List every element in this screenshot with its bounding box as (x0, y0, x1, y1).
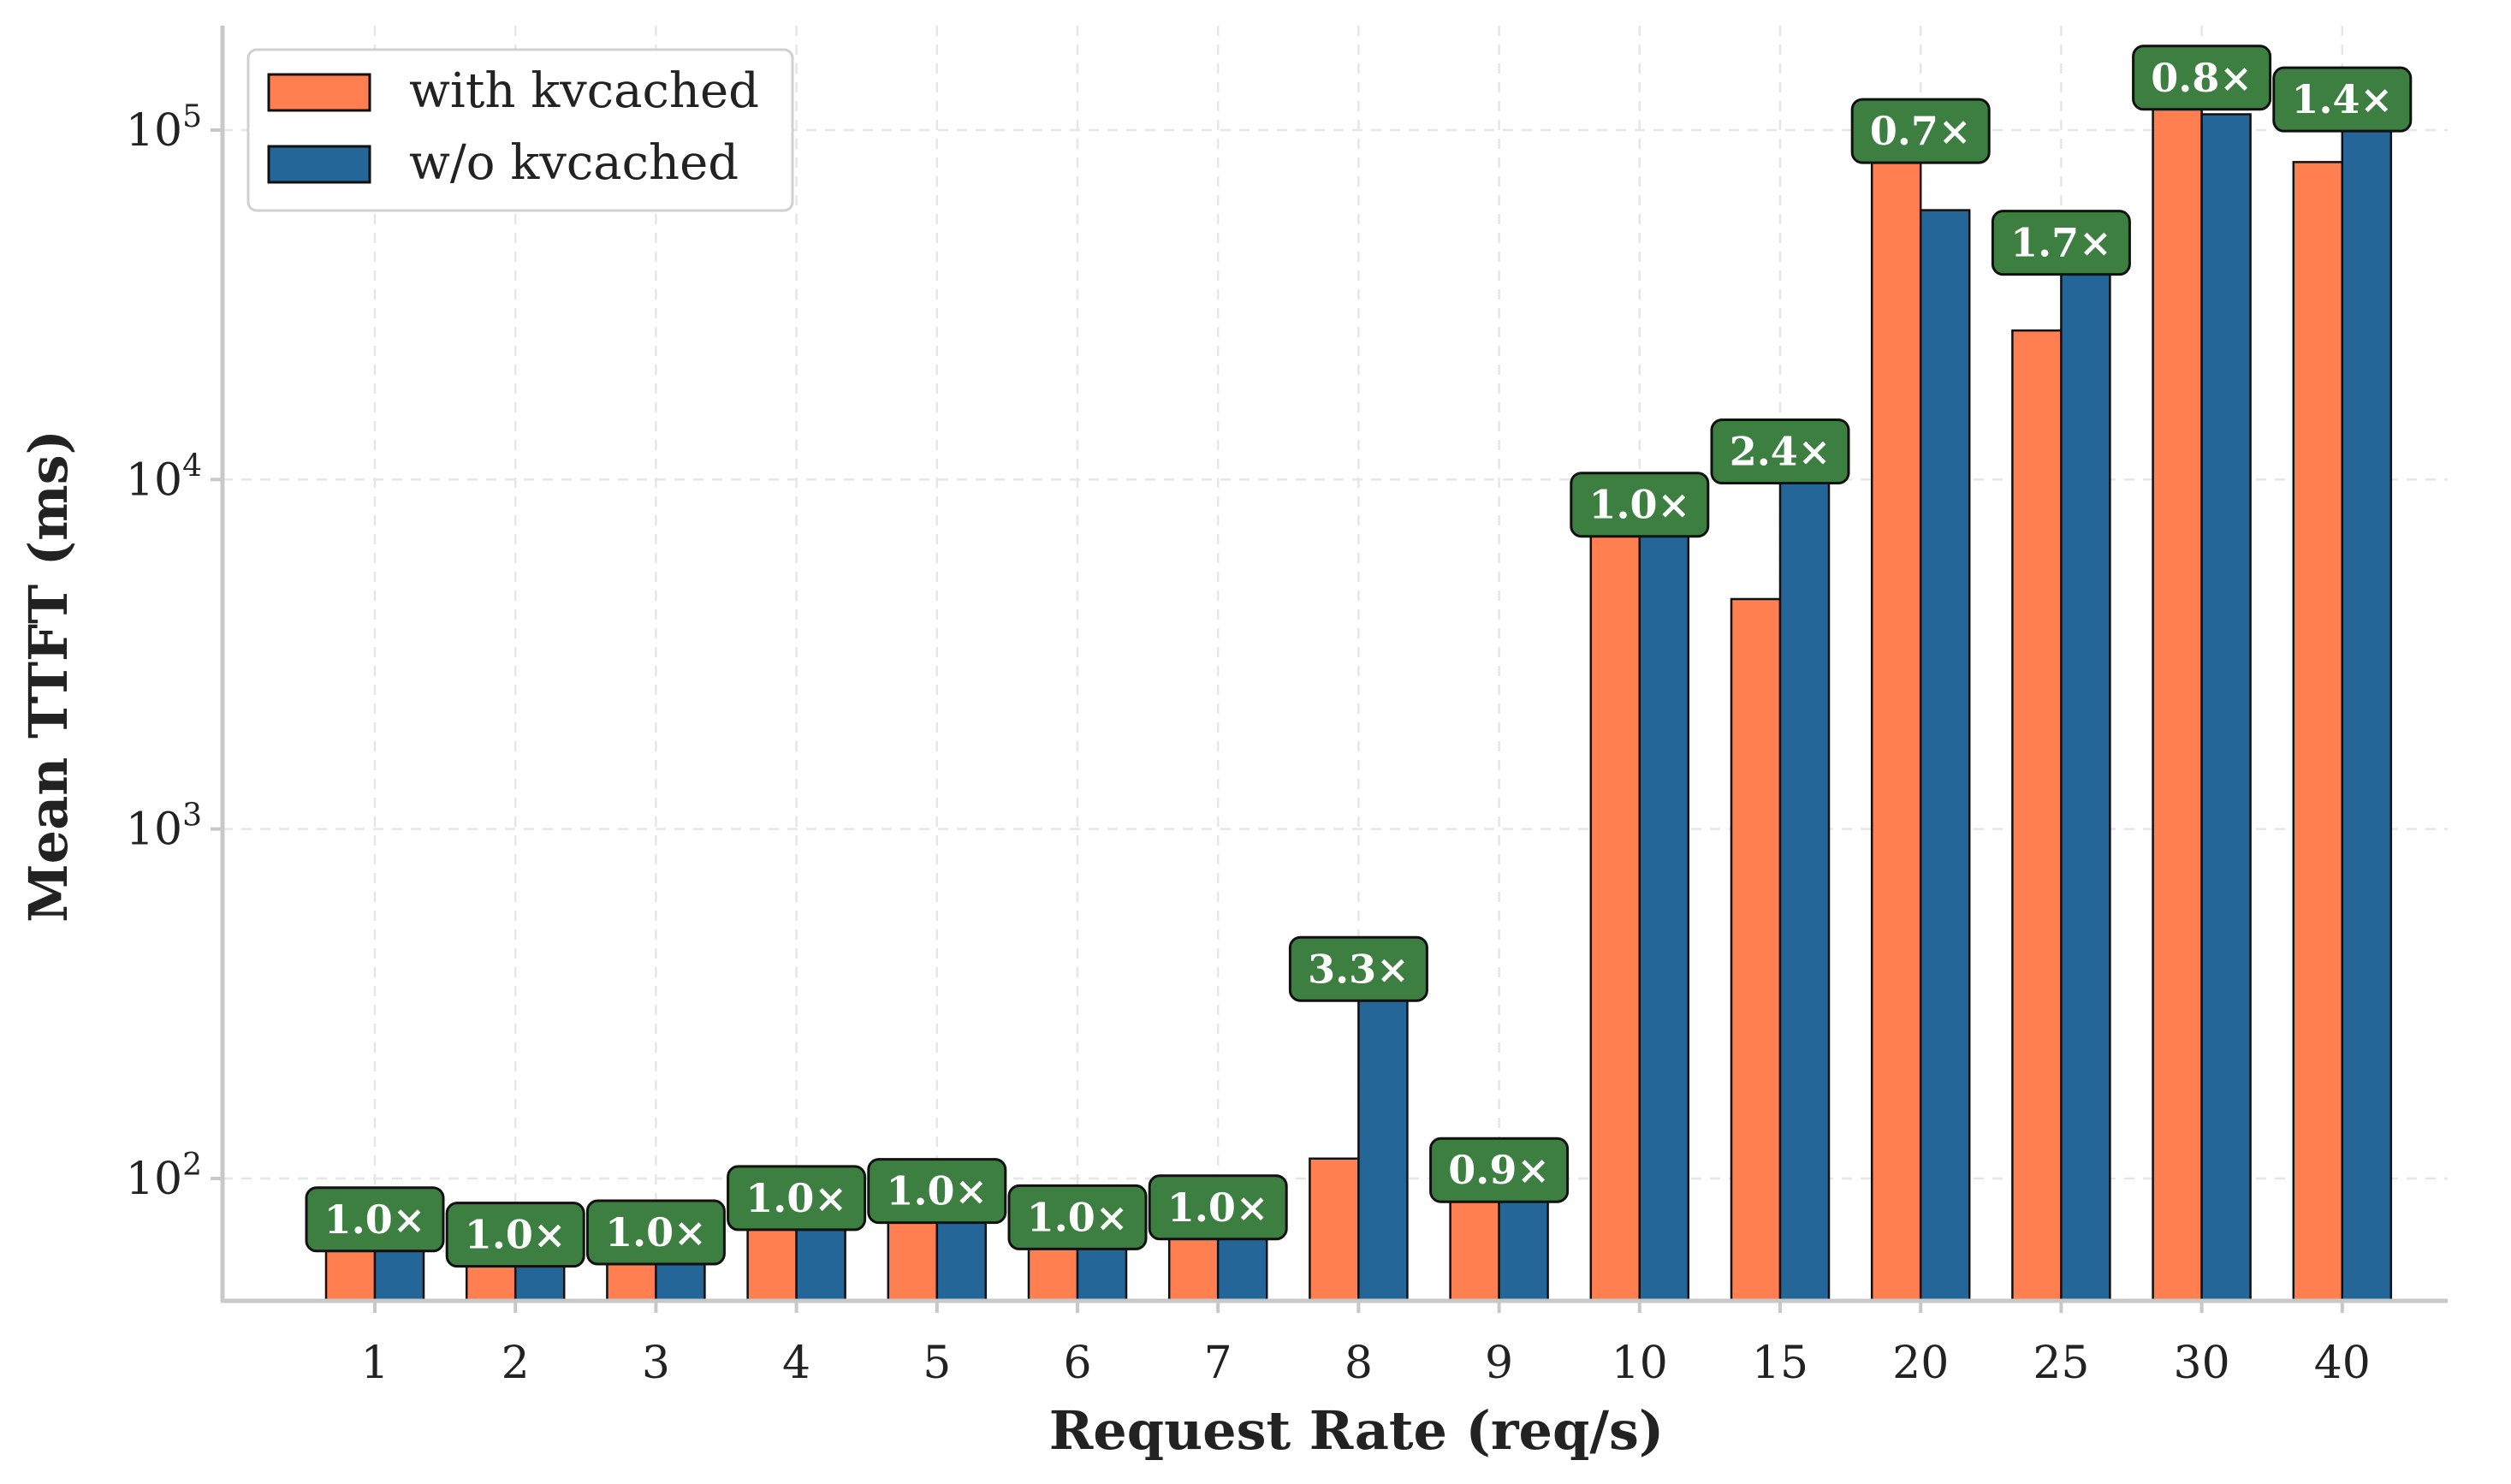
speedup-badge-box (1429, 1137, 1570, 1203)
x-tick-label: 10 (1612, 1338, 1668, 1389)
speedup-label: 1.0× (887, 1168, 988, 1214)
speedup-label: 1.7× (2010, 220, 2112, 266)
speedup-label: 3.3× (1308, 946, 1410, 992)
speedup-label: 0.7× (1870, 108, 1972, 154)
bar-w-o-kvcached-15 (1778, 457, 1831, 1303)
bar-w-o-kvcached-25 (2060, 248, 2111, 1303)
speedup-badge-box (2272, 66, 2413, 133)
x-tick-label: 4 (782, 1338, 810, 1389)
x-axis-title: Request Rate (req/s) (1049, 1399, 1664, 1462)
x-tick-label: 8 (1345, 1338, 1373, 1389)
speedup-badge-box (1710, 418, 1850, 485)
x-tick-label: 3 (642, 1338, 670, 1389)
speedup-badge-4: 1.0× (727, 1165, 867, 1232)
speedup-badge-40: 1.4× (2272, 66, 2413, 133)
speedup-badge-box (727, 1165, 867, 1232)
bar-with-kvcached-15 (1730, 597, 1782, 1303)
speedup-badge-box (585, 1199, 726, 1266)
speedup-label: 1.4× (2292, 76, 2394, 122)
x-tick-label: 9 (1485, 1338, 1513, 1389)
speedup-label: 1.0× (1167, 1184, 1269, 1231)
speedup-label: 1.0× (324, 1196, 426, 1243)
bar-w-o-kvcached-10 (1638, 518, 1690, 1303)
legend-label-wo-kvcached: w/o kvcached (409, 135, 739, 191)
x-tick-label: 25 (2033, 1338, 2089, 1389)
speedup-badge-box (1007, 1184, 1148, 1250)
x-tick-label: 20 (1892, 1338, 1949, 1389)
y-tick-label: 104 (126, 448, 202, 506)
speedup-label: 1.0× (1027, 1194, 1129, 1240)
legend-frame (246, 48, 794, 212)
bar-w-o-kvcached-9 (1498, 1195, 1549, 1303)
legend: with kvcached w/o kvcached (246, 48, 794, 212)
y-tick-label: 102 (126, 1148, 202, 1205)
speedup-badge-9: 0.9× (1429, 1137, 1570, 1203)
bar-with-kvcached-20 (1870, 136, 1922, 1303)
speedup-badge-box (305, 1186, 445, 1253)
speedup-badge-10: 1.0× (1570, 472, 1710, 538)
speedup-badge-1: 1.0× (305, 1186, 445, 1253)
legend-swatch-with-kvcached (267, 73, 371, 112)
speedup-badge-box (2132, 45, 2272, 111)
speedup-label: 1.0× (605, 1209, 707, 1255)
bars (324, 83, 2393, 1303)
x-tick-label: 7 (1204, 1338, 1232, 1389)
speedup-badge-15: 2.4× (1710, 418, 1850, 485)
bar-w-o-kvcached-30 (2200, 113, 2252, 1303)
bar-w-o-kvcached-20 (1919, 209, 1971, 1303)
y-axis-title: Mean TTFT (ms) (17, 430, 80, 923)
x-tick-label: 6 (1063, 1338, 1091, 1389)
x-tick-label: 5 (923, 1338, 951, 1389)
speedup-badge-7: 1.0× (1148, 1174, 1288, 1241)
speedup-badge-5: 1.0× (867, 1158, 1007, 1225)
y-tick-label: 105 (126, 99, 202, 157)
speedup-badge-box (1850, 98, 1991, 164)
bar-w-o-kvcached-40 (2341, 104, 2393, 1303)
bar-with-kvcached-30 (2152, 83, 2203, 1303)
bar-w-o-kvcached-8 (1357, 975, 1409, 1303)
speedup-badge-30: 0.8× (2132, 45, 2272, 111)
speedup-badge-8: 3.3× (1288, 935, 1428, 1002)
speedup-badge-2: 1.0× (445, 1202, 585, 1268)
speedup-label: 1.0× (745, 1175, 847, 1221)
legend-label-with-kvcached: with kvcached (409, 63, 759, 119)
x-tick-label: 40 (2314, 1338, 2371, 1389)
speedup-badge-25: 1.7× (1991, 210, 2131, 276)
speedup-badge-6: 1.0× (1007, 1184, 1148, 1250)
speedup-badge-3: 1.0× (585, 1199, 726, 1266)
speedup-label: 1.0× (465, 1212, 567, 1258)
legend-swatch-wo-kvcached (267, 145, 371, 184)
bar-with-kvcached-40 (2292, 161, 2344, 1303)
speedup-badge-box (445, 1202, 585, 1268)
speedup-label: 0.9× (1448, 1147, 1550, 1193)
speedup-badge-box (1148, 1174, 1288, 1241)
speedup-badge-box (1288, 935, 1428, 1002)
bar-with-kvcached-8 (1309, 1157, 1360, 1303)
speedup-badge-box (867, 1158, 1007, 1225)
bar-with-kvcached-10 (1589, 510, 1641, 1303)
speedup-label: 0.8× (2151, 55, 2253, 101)
speedup-badge-box (1570, 472, 1710, 538)
y-tick-label: 103 (126, 798, 202, 856)
axes (220, 26, 2448, 1303)
x-tick-label: 1 (360, 1338, 389, 1389)
x-tick-label: 15 (1752, 1338, 1808, 1389)
speedup-label: 1.0× (1589, 482, 1691, 528)
y-ticks: 102 103 104 105 (126, 99, 223, 1205)
speedup-badge-20: 0.7× (1850, 98, 1991, 164)
x-tick-label: 30 (2174, 1338, 2230, 1389)
x-tick-label: 2 (502, 1338, 530, 1389)
speedup-badge-box (1991, 210, 2131, 276)
x-ticks: 1 2 3 4 5 6 7 8 9 10 15 20 25 30 40 (360, 1301, 2371, 1389)
speedup-badges: 1.0× 1.0× 1.0× 1.0× 1.0× 1.0× 1.0× 3.3× 0.9× 1.0×… (305, 45, 2413, 1268)
speedup-label: 2.4× (1730, 429, 1831, 475)
bar-with-kvcached-25 (2011, 329, 2063, 1303)
